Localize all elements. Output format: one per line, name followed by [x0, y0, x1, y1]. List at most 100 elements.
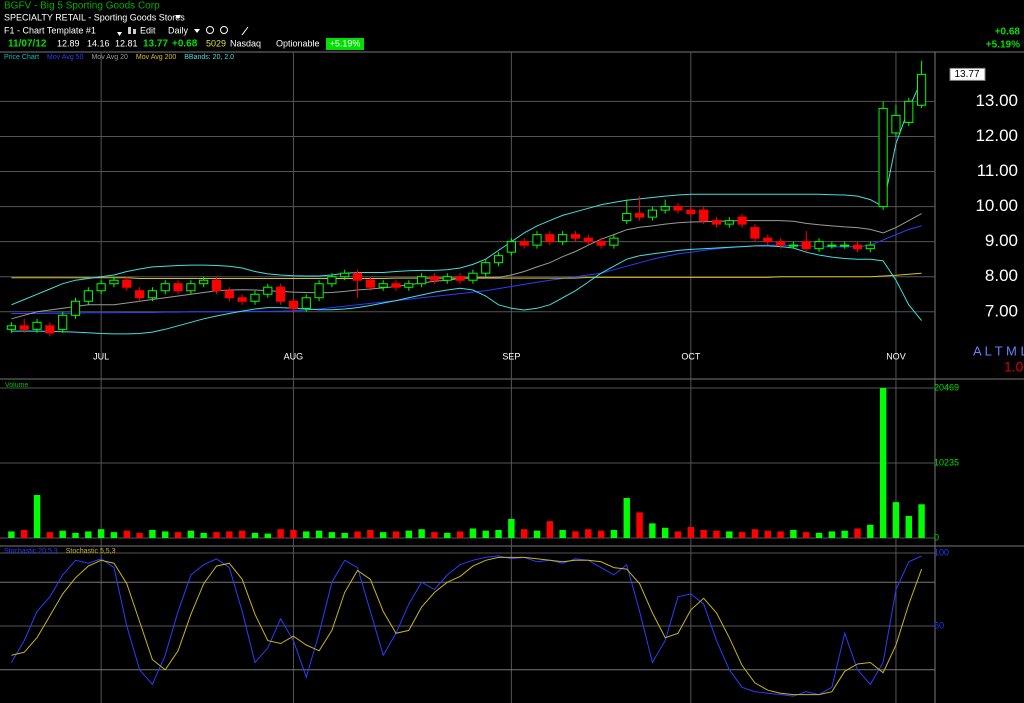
volume-bar: [328, 532, 336, 538]
edit-icon[interactable]: [128, 27, 131, 34]
y-tick-label: 10235: [934, 457, 959, 467]
dropdown-arrow[interactable]: [117, 32, 122, 36]
volume-bar: [661, 527, 669, 538]
legend-entry: BBands: 20, 2.0: [184, 54, 234, 61]
candle-body: [378, 283, 388, 288]
volume-bar: [162, 531, 169, 538]
candle-body: [224, 290, 234, 299]
volume-bar: [315, 530, 323, 538]
high: 14.16: [87, 38, 110, 48]
right-change-pct: +5.19%: [986, 40, 1020, 51]
volume-bar: [444, 532, 451, 538]
edit-icon[interactable]: [133, 29, 136, 34]
y-tick-label: 50: [934, 620, 944, 630]
template[interactable]: F1 - Chart Template #1: [4, 25, 96, 35]
volume-bar: [546, 521, 554, 538]
volume-bar: [8, 531, 15, 538]
candle-body: [276, 286, 286, 302]
candle-body: [878, 107, 888, 208]
change-pct: +5.19%: [330, 38, 361, 48]
volume-bar: [764, 530, 771, 538]
x-tick-label: AUG: [284, 351, 304, 361]
volume-bar: [828, 531, 836, 538]
industry[interactable]: SPECIALTY RETAIL - Sporting Goods Stores: [4, 12, 185, 22]
x-tick-label: JUL: [93, 351, 109, 361]
candle-body: [814, 241, 824, 250]
candle-body: [442, 276, 452, 281]
volume-bar: [431, 532, 438, 538]
volume-bar: [636, 512, 643, 538]
candle-body: [135, 290, 145, 299]
candle-body: [519, 241, 529, 246]
draw-tool[interactable]: [241, 26, 249, 36]
candle-body: [417, 276, 427, 285]
volume-bar: [290, 529, 297, 538]
y-tick-label: 11.00: [977, 161, 1018, 180]
volume-bar: [277, 529, 284, 538]
volume-bar: [238, 530, 246, 538]
exchange: Nasdaq: [230, 38, 261, 48]
volume-bar: [264, 533, 272, 538]
dropdown-arrow[interactable]: [175, 15, 181, 19]
stochastic-line: [11, 556, 923, 696]
candle-body: [865, 244, 875, 250]
volume-bar: [687, 527, 695, 538]
candle-body: [173, 283, 183, 292]
volume-bar: [854, 528, 861, 538]
volume-bar: [879, 388, 887, 538]
alt-value: 1.0: [1004, 359, 1024, 375]
legend-entry: Stochastic 5,5,3: [66, 548, 116, 555]
candle-body: [83, 290, 93, 302]
volume-bar: [867, 524, 874, 538]
candle-body: [468, 272, 478, 281]
candle-body: [58, 314, 68, 330]
symbol[interactable]: BGFV - Big 5 Sporting Goods Corp: [4, 1, 160, 12]
volume-bar: [508, 518, 515, 538]
candle-body: [250, 293, 260, 302]
date: 11/07/12: [8, 39, 47, 50]
volume-bar: [726, 531, 733, 538]
volume-bar: [174, 532, 182, 538]
candle-body: [481, 262, 491, 274]
y-tick-label: 10.00: [975, 196, 1018, 215]
candle-body: [237, 297, 247, 302]
volume-bar: [520, 529, 528, 538]
edit-button[interactable]: Edit: [140, 25, 156, 35]
volume-bar: [123, 530, 130, 538]
volume-bar: [85, 531, 92, 538]
y-tick-label: 13.00: [975, 91, 1018, 110]
candle-body: [775, 241, 786, 246]
candle-body: [32, 321, 42, 330]
right-change: +0.68: [995, 27, 1021, 38]
volume-bar: [21, 529, 28, 538]
volume-bar: [59, 530, 66, 538]
alt-label[interactable]: A L T M L: [973, 343, 1024, 358]
candle-body: [724, 220, 734, 225]
candle-body: [6, 325, 17, 330]
candle-body: [429, 276, 440, 281]
volume-bar: [700, 529, 707, 538]
candle-body: [622, 213, 632, 222]
candle-body: [186, 283, 196, 292]
period[interactable]: Daily: [168, 25, 189, 35]
candle-body: [365, 279, 375, 288]
legend-entry: Stochastic 20,5,3: [4, 548, 58, 555]
dropdown-arrow[interactable]: [194, 29, 200, 33]
volume-bar: [674, 531, 682, 538]
volume-bar: [392, 531, 400, 538]
change-badge: [326, 38, 364, 50]
candle-body: [493, 255, 504, 264]
zoom-out[interactable]: [220, 26, 228, 34]
candle-body: [596, 241, 606, 246]
candle-body: [711, 220, 722, 225]
volume-bar: [905, 516, 912, 538]
volume-bar: [803, 532, 810, 538]
last-price-label: 13.77: [954, 69, 979, 80]
candle-body: [199, 279, 209, 285]
candle-body: [352, 272, 363, 281]
volume-bar: [918, 504, 925, 538]
candle-body: [404, 283, 414, 288]
candle-body: [301, 297, 311, 309]
volume-bar: [456, 531, 464, 538]
zoom-in[interactable]: [206, 26, 214, 34]
